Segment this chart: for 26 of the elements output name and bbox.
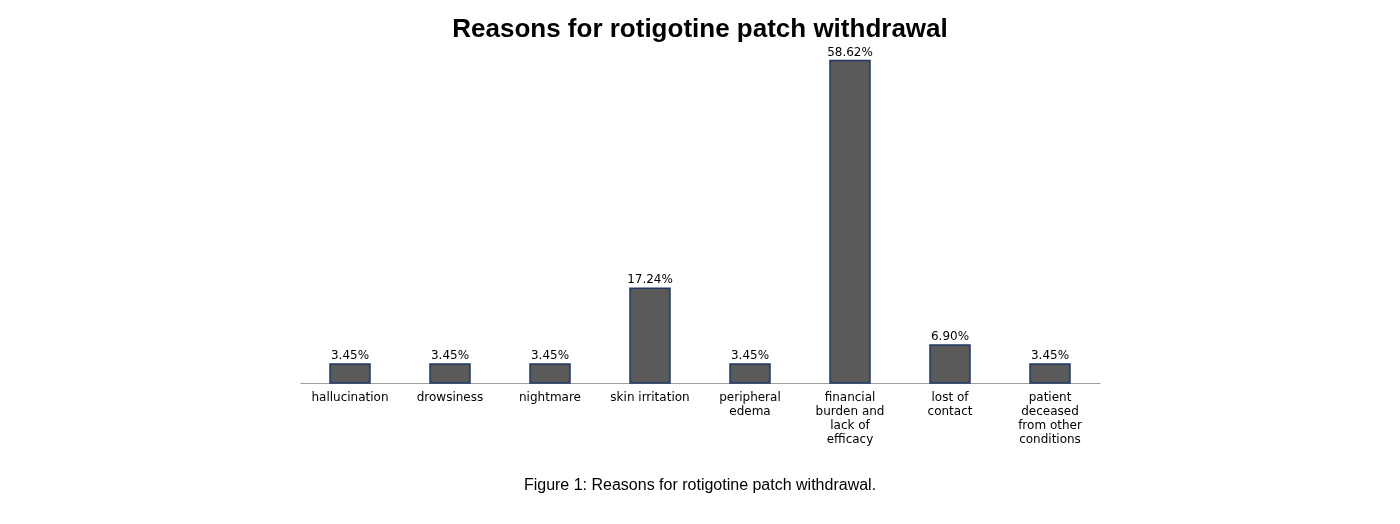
bar [929,344,971,384]
x-tick-label: patient deceased from other conditions [1018,389,1082,446]
bar [329,363,371,384]
bar [429,363,471,384]
x-tick-label: drowsiness [416,389,484,404]
data-label: 58.62% [827,44,873,59]
data-label: 3.45% [730,348,770,363]
data-label: 3.45% [330,348,370,363]
bar [829,59,871,384]
caption: Figure 1: Reasons for rotigotine patch withdrawal. [523,476,877,493]
x-tick-label: peripheral edema [719,389,781,418]
bar [629,287,671,384]
bar [529,363,571,384]
bar [1029,363,1071,384]
x-tick-label: hallucination [311,389,389,404]
bar [729,363,771,384]
data-label: 3.45% [430,348,470,363]
data-label: 17.24% [627,272,673,287]
x-tick-label: lost of contact [927,389,973,418]
data-label: 6.90% [930,329,970,344]
x-tick-label: nightmare [519,389,581,404]
x-tick-label: skin irritation [610,389,690,404]
x-tick-label: financial burden and lack of efficacy [815,389,885,446]
data-label: 3.45% [1030,348,1070,363]
data-label: 3.45% [530,348,570,363]
chart-title: Reasons for rotigotine patch withdrawal [452,12,948,43]
